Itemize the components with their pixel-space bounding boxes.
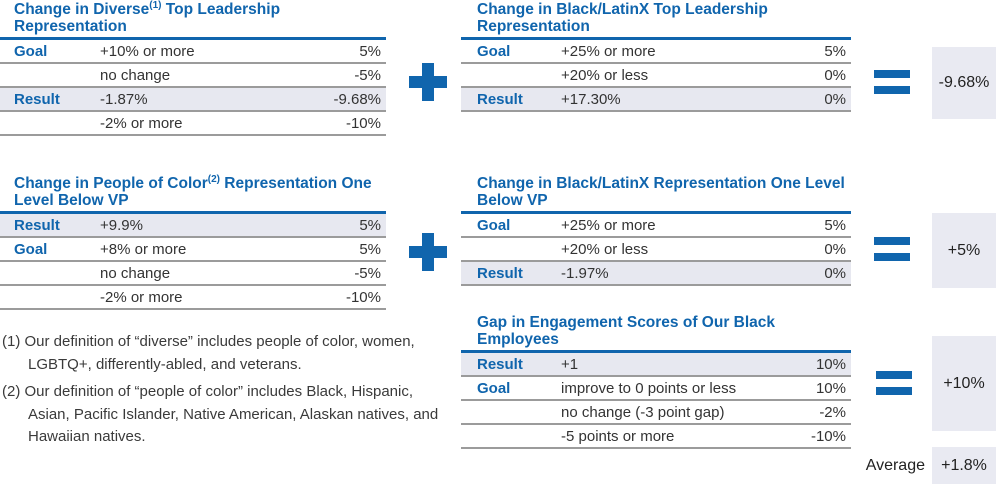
result-box-top: -9.68%: [932, 47, 996, 119]
table-row-result: Result -1.87% -9.68%: [0, 88, 386, 112]
row-value: 0%: [824, 66, 846, 84]
row-description: +20% or less: [561, 240, 649, 258]
row-description: +25% or more: [561, 42, 656, 60]
row-value: -5%: [354, 66, 381, 84]
footnote-2: (2) Our definition of “people of color” …: [2, 383, 439, 445]
row-value: 5%: [824, 216, 846, 234]
table-row: Goal +10% or more 5%: [0, 40, 386, 64]
row-description: +20% or less: [561, 66, 649, 84]
table-row: no change (-3 point gap) -2%: [461, 401, 851, 425]
row-value: 0%: [824, 264, 846, 282]
table-diverse-top-leadership: Change in Diverse(1) Top Leadership Repr…: [0, 0, 386, 136]
row-value: -9.68%: [333, 90, 381, 108]
equals-icon: [874, 70, 910, 94]
table-black-latinx-top-leadership: Change in Black/LatinX Top Leadership Re…: [461, 0, 851, 112]
footnote-marker: (1): [149, 0, 162, 11]
table-poc-below-vp: Change in People of Color(2) Representat…: [0, 174, 386, 310]
result-box-bottom: +10%: [932, 336, 996, 431]
row-description: -2% or more: [100, 114, 183, 132]
row-description: +9.9%: [100, 216, 143, 234]
footnotes: (1) Our definition of “diverse” includes…: [2, 331, 457, 454]
table-title: Change in Black/LatinX Top Leadership Re…: [461, 0, 851, 40]
table-row-result: Result +1 10%: [461, 353, 851, 377]
row-value: 5%: [359, 42, 381, 60]
table-row: Goal +25% or more 5%: [461, 214, 851, 238]
table-row: Goal +25% or more 5%: [461, 40, 851, 64]
row-label: Result: [477, 90, 523, 108]
row-description: no change: [100, 264, 171, 282]
title-text: Change in Black/LatinX Representation On…: [477, 175, 845, 209]
table-engagement-gap: Gap in Engagement Scores of Our Black Em…: [461, 313, 851, 449]
title-text: Change in Black/LatinX Top Leadership Re…: [477, 1, 768, 35]
table-title: Change in People of Color(2) Representat…: [0, 174, 386, 214]
table-row: Goal +8% or more 5%: [0, 238, 386, 262]
row-description: -5 points or more: [561, 427, 675, 445]
row-label: Goal: [14, 240, 48, 258]
row-value: 5%: [359, 216, 381, 234]
title-text: Top Leadership Representation: [14, 1, 281, 35]
footnote-1: (1) Our definition of “diverse” includes…: [2, 333, 415, 373]
row-description: +25% or more: [561, 216, 656, 234]
row-description: +1: [561, 355, 579, 373]
row-description: +17.30%: [561, 90, 621, 108]
table-row: +20% or less 0%: [461, 238, 851, 262]
row-value: 0%: [824, 240, 846, 258]
row-value: 0%: [824, 90, 846, 108]
row-description: +10% or more: [100, 42, 195, 60]
row-label: Goal: [477, 216, 511, 234]
row-description: no change (-3 point gap): [561, 403, 725, 421]
title-text: Change in People of Color: [14, 175, 208, 192]
row-description: no change: [100, 66, 171, 84]
equals-icon: [876, 371, 912, 395]
title-text: Change in Diverse: [14, 1, 150, 18]
row-label: Goal: [477, 379, 511, 397]
table-row-result: Result +17.30% 0%: [461, 88, 851, 112]
footnote-marker: (2): [207, 173, 220, 185]
row-value: -10%: [810, 427, 846, 445]
table-title: Gap in Engagement Scores of Our Black Em…: [461, 313, 851, 353]
table-row: -2% or more -10%: [0, 286, 386, 310]
plus-icon: [409, 63, 447, 101]
table-title: Change in Diverse(1) Top Leadership Repr…: [0, 0, 386, 40]
row-label: Result: [477, 355, 523, 373]
row-value: -2%: [819, 403, 846, 421]
row-description: improve to 0 points or less: [561, 379, 737, 397]
average-value-box: +1.8%: [932, 447, 996, 484]
row-value: 5%: [359, 240, 381, 258]
row-description: +8% or more: [100, 240, 187, 258]
table-title: Change in Black/LatinX Representation On…: [461, 174, 851, 214]
row-value: -10%: [345, 114, 381, 132]
row-label: Goal: [14, 42, 48, 60]
row-label: Goal: [477, 42, 511, 60]
row-description: -1.87%: [100, 90, 148, 108]
row-value: -5%: [354, 264, 381, 282]
row-value: -10%: [345, 288, 381, 306]
row-value: 10%: [815, 355, 846, 373]
table-row: no change -5%: [0, 262, 386, 286]
table-row-result: Result +9.9% 5%: [0, 214, 386, 238]
equals-icon: [874, 237, 910, 261]
table-row: -5 points or more -10%: [461, 425, 851, 449]
table-black-latinx-below-vp: Change in Black/LatinX Representation On…: [461, 174, 851, 286]
row-label: Result: [14, 90, 60, 108]
plus-icon: [409, 233, 447, 271]
result-box-middle: +5%: [932, 213, 996, 288]
row-label: Result: [477, 264, 523, 282]
table-row: +20% or less 0%: [461, 64, 851, 88]
table-row: no change -5%: [0, 64, 386, 88]
table-row-result: Result -1.97% 0%: [461, 262, 851, 286]
title-text: Representation One Level Below VP: [14, 175, 372, 209]
title-text: Gap in Engagement Scores of Our Black Em…: [477, 314, 776, 348]
average-label: Average: [865, 457, 925, 474]
table-row: Goal improve to 0 points or less 10%: [461, 377, 851, 401]
row-description: -1.97%: [561, 264, 609, 282]
row-value: 10%: [815, 379, 846, 397]
table-row: -2% or more -10%: [0, 112, 386, 136]
row-description: -2% or more: [100, 288, 183, 306]
row-label: Result: [14, 216, 60, 234]
row-value: 5%: [824, 42, 846, 60]
